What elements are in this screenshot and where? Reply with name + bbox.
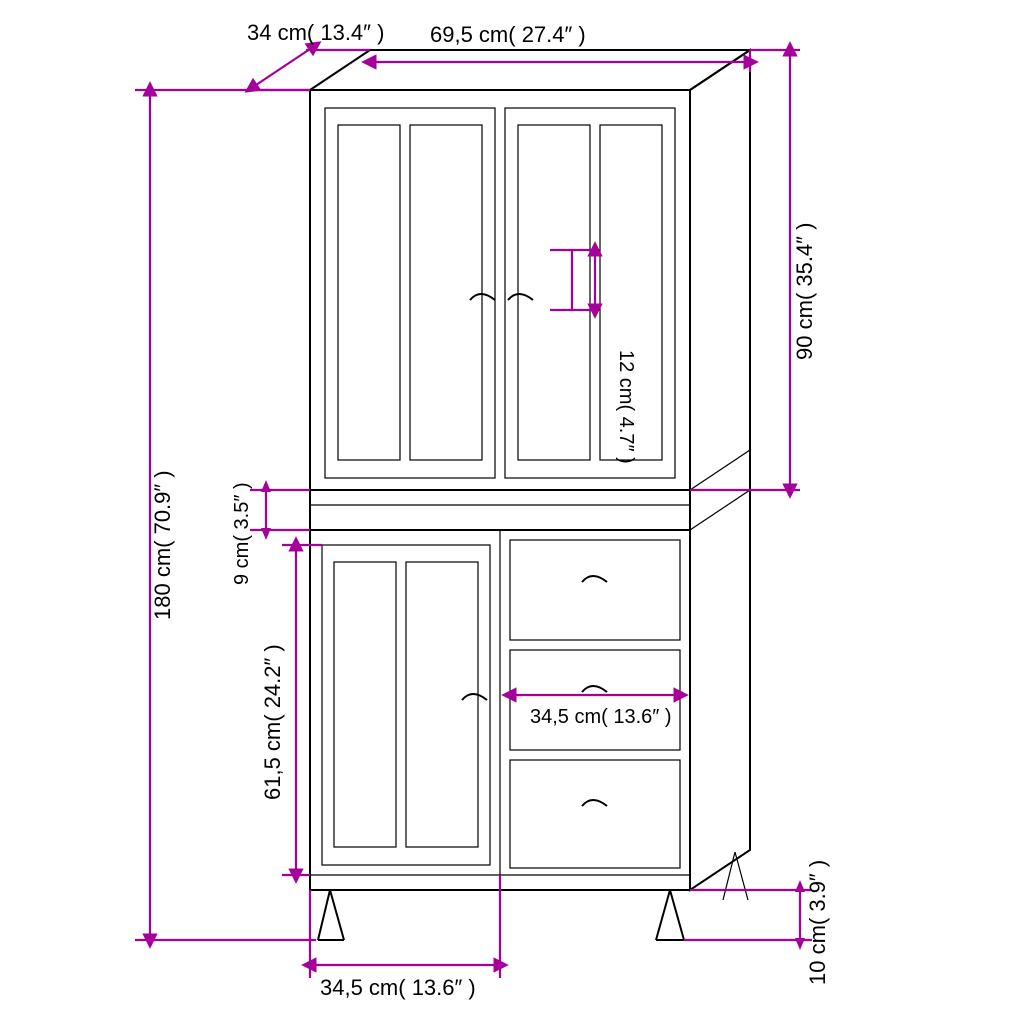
dim-depth — [256, 49, 310, 85]
label-total-height: 180 cm( 70.9″ ) — [150, 470, 175, 620]
handle-lower-door — [462, 694, 487, 700]
handle-drawer-3 — [582, 800, 607, 806]
drawer-2 — [510, 650, 680, 750]
label-gap: 9 cm( 3.5″ ) — [231, 482, 253, 585]
label-drawer-width: 34,5 cm( 13.6″ ) — [530, 706, 672, 728]
leg-front-left — [318, 890, 344, 940]
label-upper-height: 90 cm( 35.4″ ) — [792, 223, 817, 360]
cabinet-top-iso — [310, 50, 750, 90]
drawer-1 — [510, 540, 680, 640]
label-width: 69,5 cm( 27.4″ ) — [430, 22, 586, 47]
label-handle: 12 cm( 4.7″ ) — [615, 350, 637, 464]
dimension-diagram: 34 cm( 13.4″ ) 69,5 cm( 27.4″ ) 180 cm( … — [0, 0, 1024, 1024]
label-lower-door: 61,5 cm( 24.2″ ) — [260, 644, 285, 800]
handle-drawer-1 — [582, 576, 607, 582]
handle-drawer-2 — [582, 686, 607, 692]
label-leg: 10 cm( 3.9″ ) — [805, 860, 830, 985]
drawer-3 — [510, 760, 680, 868]
handle-upper-right — [508, 294, 533, 300]
label-half-width: 34,5 cm( 13.6″ ) — [320, 975, 476, 1000]
label-depth: 34 cm( 13.4″ ) — [247, 20, 384, 45]
leg-front-right — [656, 890, 684, 940]
